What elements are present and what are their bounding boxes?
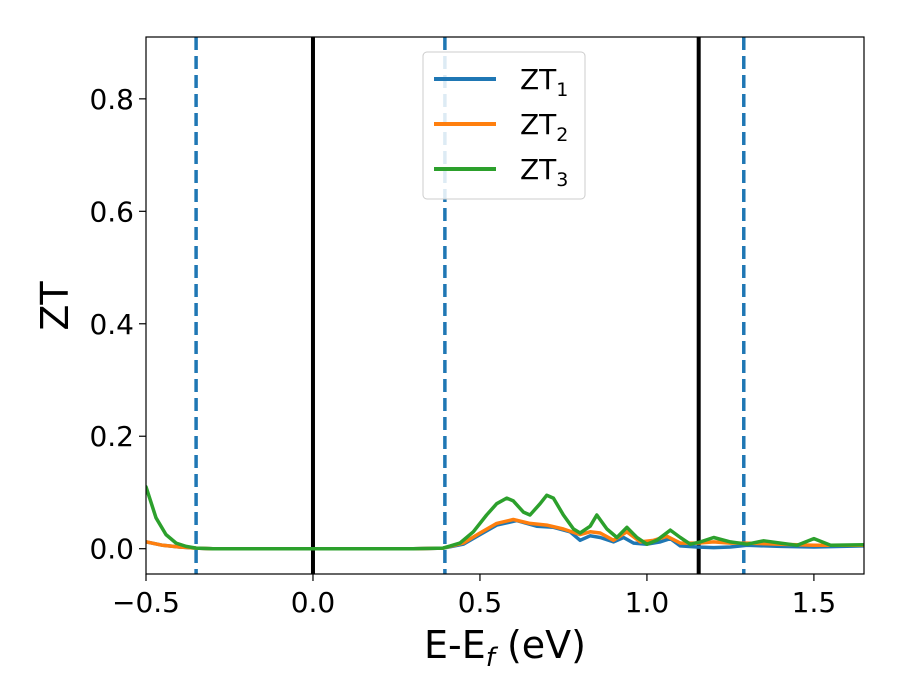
x-tick-label-2: 0.5 [458, 586, 503, 619]
series-lines [146, 485, 864, 551]
legend-label-1: ZT1 [520, 63, 568, 101]
y-tick-label-4: 0.8 [89, 83, 134, 116]
y-tick-label-0: 0.0 [89, 533, 134, 566]
legend: ZT1 ZT2 ZT3 [422, 51, 586, 200]
y-tick-label-1: 0.2 [89, 420, 134, 453]
legend-label-3: ZT3 [520, 153, 568, 191]
plot-frame [145, 36, 865, 575]
y-axis-label: ZT [33, 281, 77, 331]
x-tick-label-1: 0.0 [291, 586, 336, 619]
series-line-3 [146, 485, 864, 551]
legend-box [422, 51, 586, 200]
x-tick-label-3: 1.0 [625, 586, 670, 619]
y-axis-ticks: 0.0 0.2 0.4 0.6 0.8 [89, 83, 146, 566]
legend-label-2: ZT2 [520, 108, 568, 146]
x-axis-label: E-Ef (eV) [424, 623, 586, 673]
x-tick-label-4: 1.5 [792, 586, 837, 619]
x-tick-label-0: −0.5 [112, 586, 180, 619]
y-tick-label-3: 0.6 [89, 195, 134, 228]
x-axis-ticks: −0.5 0.0 0.5 1.0 1.5 [112, 574, 836, 619]
reference-lines [194, 37, 746, 574]
y-tick-label-2: 0.4 [89, 308, 134, 341]
